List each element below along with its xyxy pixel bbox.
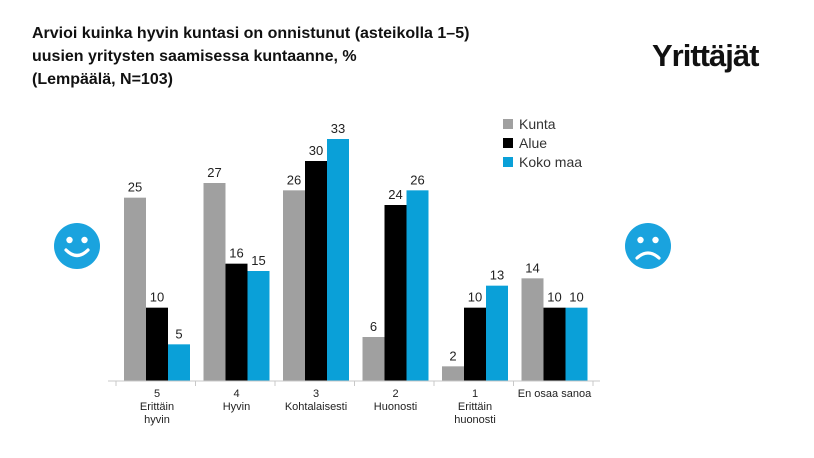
- category-label: 5: [154, 388, 160, 400]
- bar-kunta-2: [283, 190, 305, 381]
- data-label: 5: [175, 326, 182, 341]
- data-label: 27: [207, 165, 221, 180]
- data-label: 10: [468, 290, 482, 305]
- data-labels: 25 10 5 27 16 15 26 30 33 6 24 26 2 10 13 14 10 10: [128, 121, 584, 363]
- category-label: 2: [392, 388, 398, 400]
- legend-label-kunta: Kunta: [519, 115, 556, 132]
- data-label: 33: [331, 121, 345, 136]
- bar-koko-maa-2: [327, 139, 349, 381]
- legend-label-alue: Alue: [519, 134, 548, 151]
- bar-alue-0: [146, 307, 168, 381]
- x-axis-ticks: [115, 381, 594, 386]
- data-label: 25: [128, 180, 142, 195]
- data-label: 10: [569, 290, 583, 305]
- title-line-2: uusien yritysten saamisessa kuntaanne, %: [32, 48, 357, 65]
- brand-logo: Yrittäjät: [652, 38, 759, 73]
- bar-kunta-5: [521, 278, 544, 381]
- category-label: hyvin: [144, 414, 170, 426]
- bar-kunta-4: [442, 366, 464, 381]
- data-label: 26: [410, 172, 424, 187]
- category-label: Erittäin: [140, 401, 174, 413]
- legend-item-alue: Alue: [503, 133, 582, 152]
- data-label: 24: [388, 187, 402, 202]
- bar-alue-3: [384, 205, 407, 381]
- title-line-1: Arvioi kuinka hyvin kuntasi on onnistunu…: [32, 25, 470, 42]
- legend-swatch-kunta: [503, 118, 513, 129]
- legend-item-koko-maa: Koko maa: [503, 152, 582, 171]
- legend-swatch-alue: [503, 137, 513, 148]
- category-label: Huonosti: [374, 401, 417, 413]
- bar-kunta-0: [124, 197, 146, 381]
- category-label: Kohtalaisesti: [285, 401, 347, 413]
- data-label: 30: [309, 143, 323, 158]
- bars-layer: [124, 139, 588, 381]
- category-label: 4: [233, 388, 239, 400]
- category-label: 3: [313, 388, 319, 400]
- data-label: 13: [490, 268, 504, 283]
- legend-swatch-koko-maa: [503, 156, 513, 167]
- bar-alue-2: [305, 161, 327, 381]
- chart-title: Arvioi kuinka hyvin kuntasi on onnistunu…: [32, 22, 632, 91]
- bar-kunta-1: [203, 183, 226, 381]
- smiley-sad-icon: [625, 223, 671, 269]
- category-label: Hyvin: [223, 401, 251, 413]
- bar-alue-5: [543, 307, 566, 381]
- bar-kunta-3: [362, 337, 385, 381]
- category-labels: 5Erittäinhyvin4Hyvin3Kohtalaisesti2Huono…: [140, 388, 592, 426]
- legend: Kunta Alue Koko maa: [503, 114, 582, 171]
- bar-koko-maa-5: [565, 307, 588, 381]
- bar-koko-maa-3: [406, 190, 429, 381]
- bar-koko-maa-4: [486, 285, 508, 381]
- data-label: 2: [449, 348, 456, 363]
- category-label: En osaa sanoa: [518, 388, 592, 400]
- data-label: 10: [150, 290, 164, 305]
- data-label: 14: [525, 260, 539, 275]
- legend-item-kunta: Kunta: [503, 114, 582, 133]
- bar-koko-maa-1: [247, 271, 270, 381]
- bar-alue-1: [225, 263, 248, 381]
- bar-koko-maa-0: [168, 344, 190, 381]
- smiley-happy-icon: [54, 223, 100, 269]
- data-label: 26: [287, 172, 301, 187]
- category-label: 1: [472, 388, 478, 400]
- data-label: 10: [547, 290, 561, 305]
- title-line-3: (Lempäälä, N=103): [32, 71, 173, 88]
- category-label: Erittäin: [458, 401, 492, 413]
- data-label: 15: [251, 253, 265, 268]
- data-label: 6: [370, 319, 377, 334]
- legend-label-koko-maa: Koko maa: [519, 153, 583, 170]
- category-label: huonosti: [454, 414, 496, 426]
- bar-alue-4: [464, 307, 486, 381]
- data-label: 16: [229, 246, 243, 261]
